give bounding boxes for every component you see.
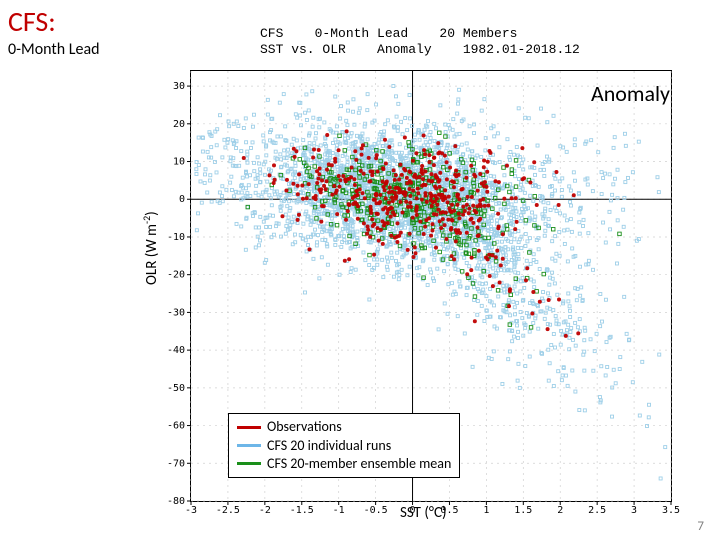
svg-text:-40: -40 [167,345,185,356]
svg-text:-1: -1 [333,505,345,516]
chart-subtitle-line1: CFS 0-Month Lead 20 Members [260,26,517,41]
svg-text:-0.5: -0.5 [364,505,388,516]
svg-text:-20: -20 [167,270,185,281]
chart-subtitle-line2: SST vs. OLR Anomaly 1982.01-2018.12 [260,42,580,57]
svg-text:3.5: 3.5 [662,505,680,516]
svg-text:-60: -60 [167,421,185,432]
svg-text:1.5: 1.5 [514,505,532,516]
legend-label-obs: Observations [267,418,342,436]
svg-text:-3: -3 [185,505,197,516]
svg-text:2: 2 [557,505,563,516]
page-number: 7 [697,519,704,534]
legend-swatch-mean [237,462,261,465]
legend-swatch-obs [237,426,261,429]
legend-label-mean: CFS 20-member ensemble mean [267,455,451,473]
slide-root: CFS: 0-Month Lead CFS 0-Month Lead 20 Me… [0,0,720,540]
svg-text:2.5: 2.5 [588,505,606,516]
subtitle: 0-Month Lead [8,40,100,59]
svg-text:30: 30 [173,81,185,92]
svg-text:-80: -80 [167,496,185,507]
svg-text:0: 0 [179,194,185,205]
x-axis-label: SST (°C) [400,504,447,522]
svg-text:-10: -10 [167,232,185,243]
legend-swatch-runs [237,444,261,447]
svg-text:-2: -2 [259,505,271,516]
title: CFS: [8,4,56,39]
legend-row-runs: CFS 20 individual runs [237,437,451,455]
svg-text:3: 3 [631,505,637,516]
legend-row-obs: Observations [237,418,451,436]
legend: Observations CFS 20 individual runs CFS … [228,413,460,478]
svg-text:20: 20 [173,119,185,130]
legend-row-mean: CFS 20-member ensemble mean [237,455,451,473]
svg-text:-2.5: -2.5 [216,505,240,516]
svg-text:-1.5: -1.5 [290,505,314,516]
legend-label-runs: CFS 20 individual runs [267,437,391,455]
svg-text:-30: -30 [167,307,185,318]
svg-text:-70: -70 [167,458,185,469]
svg-text:10: 10 [173,157,185,168]
svg-text:-50: -50 [167,383,185,394]
y-axis-label: OLR (W m-2) [140,211,161,285]
svg-text:1: 1 [483,505,489,516]
